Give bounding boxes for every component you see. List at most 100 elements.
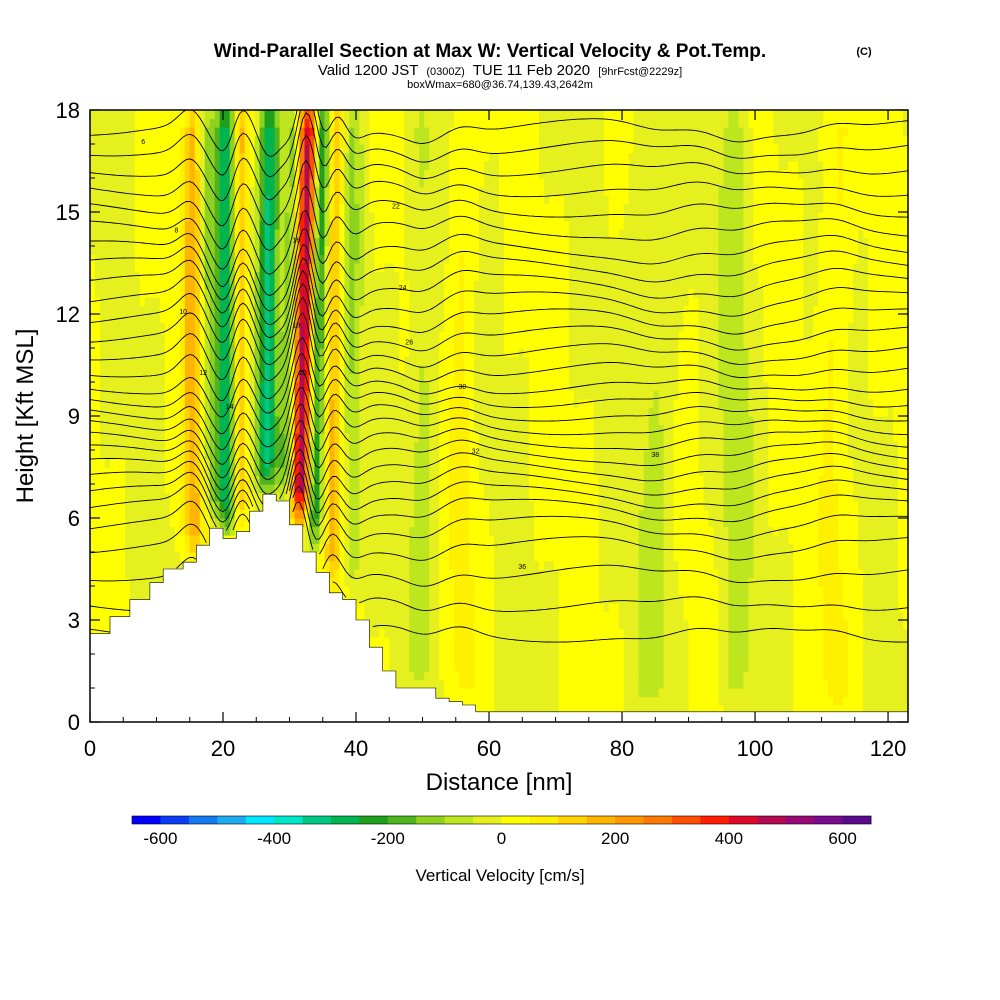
velocity-cell [658,603,665,613]
velocity-cell [429,560,435,570]
velocity-cell [499,654,505,664]
velocity-cell [369,492,375,502]
velocity-cell [389,518,395,528]
velocity-cell [798,611,804,621]
velocity-cell [394,577,400,587]
velocity-cell [893,671,899,681]
velocity-cell [329,509,335,519]
velocity-cell [743,509,749,519]
velocity-cell [698,594,705,604]
velocity-cell [588,552,595,562]
velocity-cell [404,620,410,630]
velocity-cell [334,467,340,477]
velocity-cell [748,594,754,604]
velocity-cell [833,467,839,477]
velocity-cell [868,705,874,715]
velocity-cell [119,603,126,613]
velocity-cell [144,484,151,494]
velocity-cell [513,552,520,562]
velocity-cell [334,458,340,468]
velocity-cell [354,611,360,621]
velocity-cell [169,552,176,562]
velocity-cell [548,586,555,596]
velocity-cell [708,586,715,596]
velocity-cell [144,594,151,604]
velocity-cell [329,560,335,570]
velocity-cell [888,535,894,545]
velocity-cell [778,679,784,689]
velocity-cell [698,654,705,664]
velocity-cell [139,560,146,570]
velocity-cell [389,620,395,630]
velocity-cell [723,662,730,672]
velocity-cell [753,679,759,689]
velocity-cell [379,484,385,494]
velocity-cell [449,509,455,519]
velocity-cell [439,467,445,477]
velocity-cell [553,492,560,502]
velocity-cell [753,645,759,655]
velocity-cell [813,679,819,689]
velocity-cell [738,662,744,672]
velocity-cell [623,526,630,536]
velocity-cell [543,654,550,664]
velocity-cell [523,696,530,706]
velocity-cell [394,467,400,477]
velocity-cell [104,594,111,604]
velocity-cell [578,560,585,570]
velocity-cell [543,594,550,604]
velocity-cell [813,484,819,494]
velocity-cell [793,492,799,502]
velocity-cell [688,560,695,570]
velocity-cell [379,509,385,519]
velocity-cell [868,620,874,630]
velocity-cell [853,645,859,655]
velocity-cell [578,535,585,545]
velocity-cell [753,603,759,613]
velocity-cell [888,594,894,604]
velocity-cell [718,688,725,698]
velocity-cell [454,475,460,485]
velocity-cell [494,696,500,706]
velocity-cell [788,543,794,553]
velocity-cell [404,467,410,477]
velocity-cell [149,577,156,587]
velocity-cell [459,586,465,596]
velocity-cell [583,535,590,545]
velocity-cell [314,501,321,511]
velocity-cell [474,586,480,596]
velocity-cell [484,671,490,681]
velocity-cell [129,535,136,545]
velocity-cell [568,467,575,477]
velocity-cell [678,620,685,630]
velocity-cell [583,552,590,562]
velocity-cell [389,560,395,570]
velocity-cell [374,484,380,494]
velocity-cell [708,492,715,502]
velocity-cell [434,628,440,638]
velocity-cell [863,535,869,545]
velocity-cell [474,662,480,672]
velocity-cell [633,637,640,647]
velocity-cell [748,475,754,485]
velocity-cell [843,594,849,604]
velocity-cell [324,484,331,494]
velocity-cell [459,484,465,494]
velocity-cell [439,577,445,587]
velocity-cell [878,467,884,477]
velocity-cell [189,518,196,528]
velocity-cell [434,552,440,562]
velocity-cell [114,594,121,604]
velocity-cell [593,662,600,672]
velocity-cell [174,535,181,545]
velocity-cell [868,543,874,553]
velocity-cell [518,603,525,613]
velocity-cell [598,654,605,664]
velocity-cell [783,586,789,596]
velocity-cell [903,484,908,494]
velocity-cell [873,654,879,664]
velocity-cell [718,518,725,528]
velocity-cell [893,492,899,502]
velocity-cell [828,679,834,689]
velocity-cell [419,603,425,613]
